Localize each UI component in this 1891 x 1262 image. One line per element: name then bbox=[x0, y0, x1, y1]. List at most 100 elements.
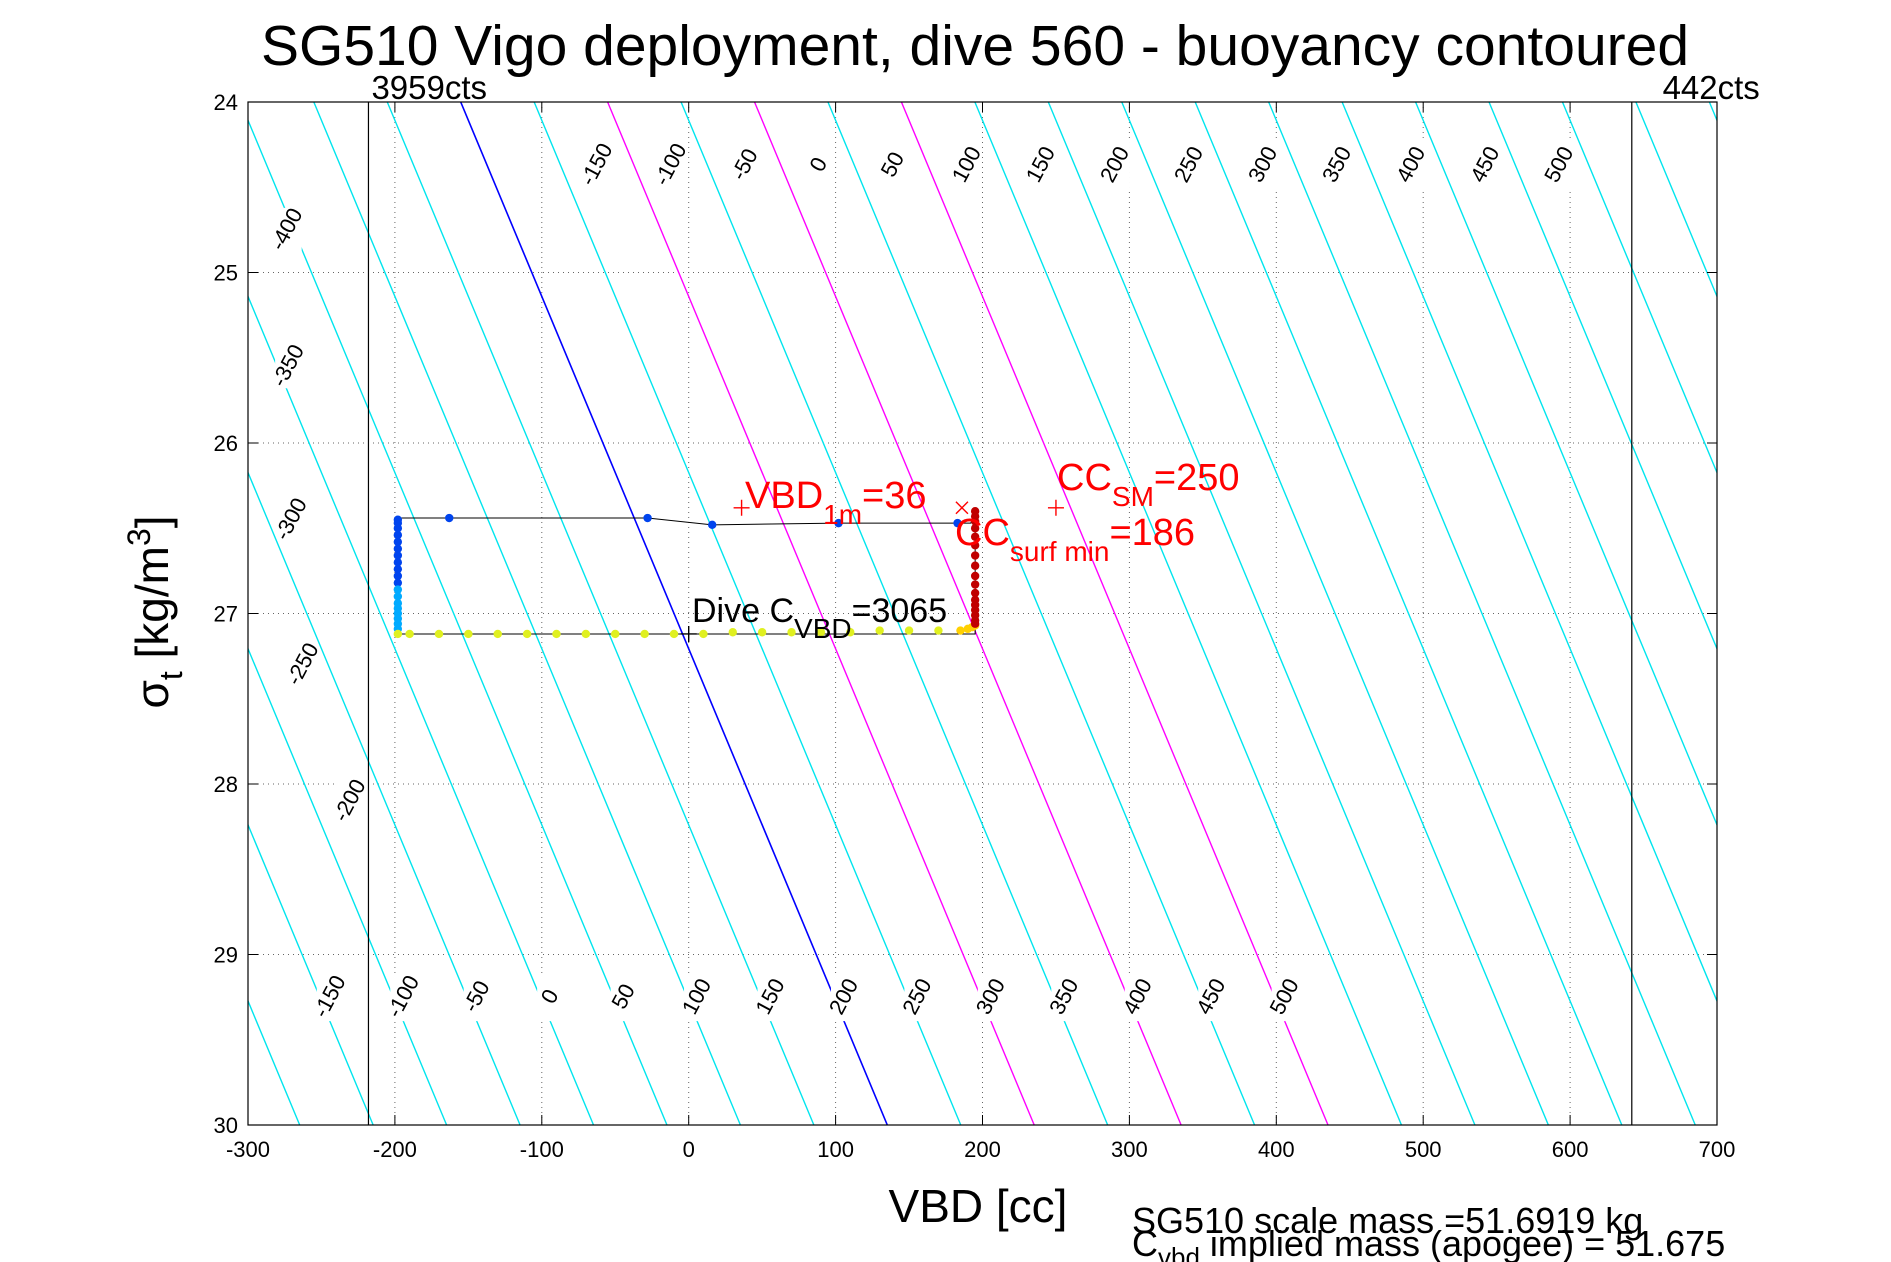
footer-vbd-sub: vbd bbox=[1158, 1242, 1200, 1262]
contour-label-bg bbox=[1250, 141, 1279, 190]
dive-trace bbox=[393, 507, 980, 639]
contour-line bbox=[1488, 102, 1717, 651]
contour-line bbox=[248, 118, 668, 1125]
apogee-point bbox=[934, 626, 943, 635]
contour-line bbox=[1194, 102, 1623, 1125]
apogee-point bbox=[728, 628, 737, 637]
contour-line bbox=[248, 646, 448, 1125]
contour-label-bg bbox=[1101, 141, 1130, 190]
contour-label-bg bbox=[1472, 141, 1501, 190]
descent-point bbox=[393, 571, 403, 581]
y-label-sub: t bbox=[153, 671, 189, 680]
ascent-point bbox=[970, 541, 980, 550]
descent-point bbox=[708, 520, 717, 530]
annotation-main: CC bbox=[955, 512, 1010, 554]
contour-line-highlight bbox=[753, 102, 1182, 1125]
contour-line bbox=[1047, 102, 1476, 1125]
contour-label-bg bbox=[1176, 141, 1205, 190]
contour-label-bg bbox=[275, 344, 304, 389]
apogee-point bbox=[581, 629, 591, 639]
descent-point bbox=[643, 513, 652, 523]
contour-label-bg bbox=[1027, 141, 1056, 190]
apogee-point bbox=[846, 628, 855, 637]
apogee-point bbox=[875, 626, 884, 635]
annotation-main: CC bbox=[1057, 457, 1112, 499]
annotation-sub: SM bbox=[1112, 481, 1154, 512]
contour-line bbox=[533, 102, 962, 1125]
annotation-sub: VBD bbox=[794, 613, 852, 644]
y-tick-label: 27 bbox=[214, 602, 238, 627]
y-tick-label: 29 bbox=[214, 943, 238, 968]
apogee-point bbox=[816, 628, 826, 637]
contour-label-bg bbox=[805, 141, 834, 190]
contour-label-bg bbox=[830, 973, 859, 1022]
chart-title: SG510 Vigo deployment, dive 560 - buoyan… bbox=[261, 14, 1689, 78]
contour-label-bg bbox=[953, 141, 982, 190]
descent-point bbox=[953, 518, 962, 528]
x-tick-label: 400 bbox=[1258, 1137, 1295, 1162]
contour-label-bg bbox=[1198, 973, 1227, 1022]
footer-c: C bbox=[1132, 1223, 1158, 1262]
descent-point bbox=[393, 564, 403, 574]
contour-label-bg bbox=[1398, 141, 1427, 190]
contour-line bbox=[313, 102, 742, 1125]
contour-label-bg bbox=[757, 973, 786, 1022]
y-label-sup: 3 bbox=[121, 528, 157, 546]
contour-label-bg bbox=[1051, 973, 1080, 1022]
y-tick-label: 25 bbox=[214, 261, 238, 286]
apogee-point bbox=[640, 629, 649, 639]
contour-label-bg bbox=[316, 973, 345, 1022]
ascent-point bbox=[970, 571, 980, 581]
contour-line bbox=[248, 470, 521, 1125]
apogee-point bbox=[956, 626, 965, 635]
apogee-point bbox=[552, 629, 561, 639]
contour-label-bg bbox=[463, 973, 492, 1022]
contour-label-bg bbox=[390, 973, 419, 1022]
x-tick-label: 500 bbox=[1405, 1137, 1442, 1162]
annotation-label: CCSM=250 bbox=[1057, 457, 1239, 512]
ascent-point bbox=[970, 532, 980, 541]
contour-label-bg bbox=[583, 141, 612, 190]
contour-label-bg bbox=[537, 973, 566, 1022]
apogee-point bbox=[464, 629, 473, 639]
x-tick-label: -200 bbox=[373, 1137, 417, 1162]
x-axis-label: VBD [cc] bbox=[889, 1180, 1068, 1232]
annotation-marker bbox=[733, 499, 750, 516]
annotation-rest: =186 bbox=[1109, 512, 1195, 554]
apogee-point bbox=[434, 629, 444, 639]
x-tick-label: 700 bbox=[1699, 1137, 1736, 1162]
contour-label-bg bbox=[657, 141, 686, 190]
contour-label-bg bbox=[336, 779, 365, 824]
ascent-point bbox=[970, 580, 980, 589]
apogee-point bbox=[522, 629, 532, 639]
contour-line bbox=[827, 102, 1256, 1125]
annotation-rest: =36 bbox=[862, 475, 926, 517]
x-tick-label: 0 bbox=[683, 1137, 695, 1162]
descent-point bbox=[445, 513, 454, 523]
contour-label-bg bbox=[684, 973, 713, 1022]
descent-point bbox=[834, 518, 843, 528]
ascent-point bbox=[970, 551, 980, 560]
contour-label-bg bbox=[1271, 973, 1300, 1022]
annotation-main: VBD bbox=[745, 475, 823, 517]
annotation-label: CCsurf min=186 bbox=[955, 512, 1195, 567]
contour-label-bg bbox=[610, 973, 639, 1022]
y-axis-label: σt [kg/m3] bbox=[121, 515, 189, 708]
contour-label-bg bbox=[278, 497, 307, 542]
descent-point bbox=[393, 530, 403, 540]
contour-line bbox=[680, 102, 1109, 1125]
descent-point bbox=[393, 585, 403, 594]
annotation-marker bbox=[680, 625, 697, 642]
contour-line bbox=[974, 102, 1403, 1125]
ascent-point bbox=[970, 619, 980, 628]
ascent-point bbox=[970, 517, 980, 526]
annotation-label: Dive CVBD=3065 bbox=[692, 592, 947, 644]
contour-line bbox=[1561, 102, 1717, 475]
annotation-marker bbox=[955, 501, 969, 515]
annotation-main: Dive C bbox=[692, 592, 794, 630]
contour-line bbox=[248, 294, 595, 1125]
contour-label-bg bbox=[273, 207, 302, 252]
